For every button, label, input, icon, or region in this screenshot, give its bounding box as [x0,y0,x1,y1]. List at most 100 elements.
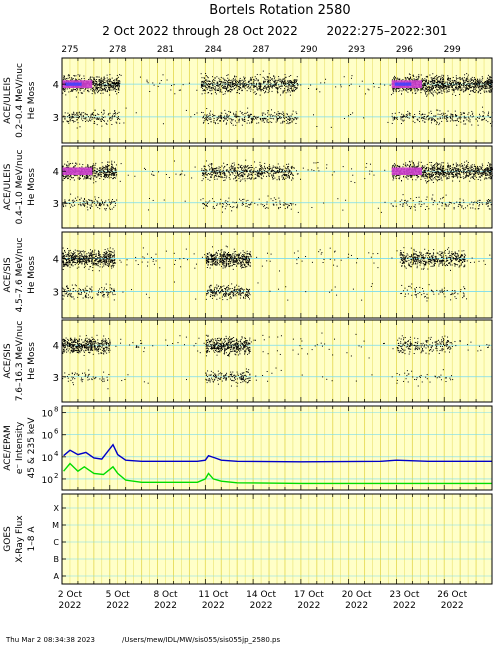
data-point [220,85,222,87]
data-point [285,84,287,86]
data-point [441,113,443,115]
data-point [275,121,277,123]
data-point [479,173,481,175]
data-point [488,78,490,80]
data-point [313,162,315,164]
data-point [287,176,289,178]
data-point [232,119,234,121]
data-point [241,112,243,114]
data-point [475,82,477,84]
data-point [469,170,471,172]
data-point [403,89,405,91]
data-point [412,115,414,117]
data-point [446,117,448,119]
data-point [240,166,242,168]
data-point [111,160,113,162]
data-point [258,176,260,178]
data-point [251,118,253,120]
data-point [222,87,224,89]
data-point [434,90,436,92]
data-point [78,204,80,206]
data-point [402,116,404,118]
data-point [68,163,70,165]
data-point [440,118,442,120]
data-point [72,89,74,91]
data-point [68,200,70,202]
data-point [399,176,401,178]
data-point [230,164,232,166]
data-point [264,86,266,88]
data-point [421,84,423,86]
data-point [466,87,468,89]
data-point [239,173,241,175]
data-point [489,176,491,178]
data-point [486,83,488,85]
data-point [88,199,90,201]
data-point [245,168,247,170]
data-point [227,85,229,87]
data-point [451,176,453,178]
data-point [70,176,72,178]
data-point [181,173,183,175]
data-point [109,170,111,172]
data-point [96,81,98,83]
data-point [434,120,436,122]
data-point [411,88,413,90]
data-point [482,83,484,85]
data-point [107,79,109,81]
data-point [438,82,440,84]
data-point [267,77,269,79]
data-point [118,111,120,113]
data-point [78,176,80,178]
data-point [230,85,232,87]
data-point [228,170,230,172]
data-point [216,117,218,119]
data-point [205,82,207,84]
data-point [76,127,78,129]
data-point [460,112,462,114]
data-point [243,78,245,80]
data-point [273,197,275,199]
data-point [113,83,115,85]
data-point [440,166,442,168]
data-point [242,176,244,178]
data-point [159,82,161,84]
data-point [465,79,467,81]
data-point [291,165,293,167]
data-point [471,172,473,174]
data-point [272,167,274,169]
data-point [245,171,247,173]
data-point [256,116,258,118]
data-point [110,202,112,204]
data-point [471,85,473,87]
data-point [473,173,475,175]
data-point [409,114,411,116]
data-point [106,77,108,79]
data-point [392,92,394,94]
data-point [377,207,379,209]
data-point [117,112,119,114]
data-point [393,78,395,80]
data-point [271,78,273,80]
data-point [107,168,109,170]
data-point [226,170,228,172]
data-point [74,114,76,116]
data-point [103,110,105,112]
data-point [451,86,453,88]
data-point [453,89,455,91]
data-point [86,113,88,115]
data-point [99,82,101,84]
data-point [191,177,193,179]
data-point [238,120,240,122]
data-point [218,168,220,170]
data-point [89,175,91,177]
data-point [395,175,397,177]
data-point [484,171,486,173]
data-point [267,170,269,172]
data-point [244,178,246,180]
data-point [482,86,484,88]
data-point [178,89,180,91]
data-point [432,73,434,75]
data-point [212,115,214,117]
